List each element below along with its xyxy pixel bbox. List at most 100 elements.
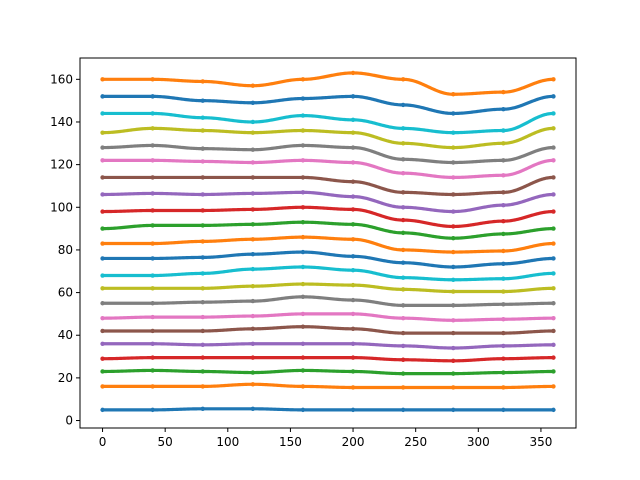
data-point bbox=[100, 384, 105, 389]
data-point bbox=[200, 369, 205, 374]
data-point bbox=[200, 342, 205, 348]
data-point bbox=[350, 369, 356, 374]
data-point bbox=[150, 256, 155, 261]
data-point bbox=[250, 100, 256, 105]
data-point bbox=[250, 283, 256, 289]
data-point bbox=[551, 126, 556, 131]
data-point bbox=[250, 160, 256, 165]
data-point bbox=[150, 77, 155, 82]
data-point bbox=[300, 355, 306, 360]
data-point bbox=[551, 301, 556, 306]
data-point bbox=[150, 314, 155, 320]
data-point bbox=[200, 223, 205, 228]
data-point bbox=[250, 191, 256, 196]
data-point bbox=[100, 341, 105, 346]
series-line bbox=[100, 175, 556, 197]
data-point bbox=[451, 303, 456, 308]
series-8 bbox=[100, 294, 556, 308]
data-point bbox=[250, 251, 256, 257]
data-point bbox=[150, 328, 155, 334]
series-line bbox=[100, 342, 556, 350]
data-point bbox=[200, 286, 205, 291]
data-point bbox=[150, 191, 155, 196]
data-point bbox=[400, 303, 406, 308]
x-tick-label: 50 bbox=[158, 435, 173, 449]
data-point bbox=[451, 192, 456, 197]
data-point bbox=[451, 345, 456, 351]
x-tick-label: 350 bbox=[529, 435, 552, 449]
data-point bbox=[501, 202, 506, 208]
data-point bbox=[551, 145, 556, 150]
data-point bbox=[551, 384, 556, 389]
data-point bbox=[451, 407, 456, 413]
data-point bbox=[100, 111, 105, 116]
series-6 bbox=[100, 324, 556, 336]
data-point bbox=[400, 230, 406, 236]
series-line bbox=[100, 382, 556, 390]
x-tick-label: 150 bbox=[279, 435, 302, 449]
data-point bbox=[300, 341, 306, 346]
data-point bbox=[150, 143, 155, 148]
series-line bbox=[100, 368, 556, 376]
series-line bbox=[100, 220, 556, 240]
data-point bbox=[400, 315, 406, 321]
data-point bbox=[451, 160, 456, 165]
data-point bbox=[100, 301, 105, 306]
data-point bbox=[400, 157, 406, 162]
data-point bbox=[100, 286, 105, 291]
data-point bbox=[400, 77, 406, 82]
data-point bbox=[300, 128, 306, 133]
data-point bbox=[400, 343, 406, 349]
data-point bbox=[200, 384, 205, 389]
series-15 bbox=[100, 190, 556, 214]
data-point bbox=[501, 370, 506, 375]
data-point bbox=[350, 117, 356, 123]
data-point bbox=[400, 260, 406, 265]
data-point bbox=[451, 264, 456, 270]
data-point bbox=[551, 175, 556, 180]
series-line bbox=[100, 356, 556, 363]
data-point bbox=[150, 158, 155, 163]
data-point bbox=[551, 271, 556, 276]
data-point bbox=[150, 286, 155, 291]
data-point bbox=[451, 224, 456, 229]
series-line bbox=[100, 407, 556, 412]
data-point bbox=[451, 289, 456, 294]
data-point bbox=[551, 355, 556, 360]
data-point bbox=[300, 234, 306, 240]
series-14 bbox=[100, 205, 556, 229]
data-point bbox=[200, 271, 205, 276]
data-point bbox=[501, 218, 506, 224]
data-point bbox=[551, 342, 556, 348]
data-point bbox=[300, 384, 306, 389]
data-point bbox=[551, 315, 556, 321]
data-point bbox=[300, 220, 306, 225]
data-point bbox=[350, 160, 356, 165]
data-point bbox=[300, 190, 306, 195]
series-line bbox=[100, 71, 556, 96]
data-point bbox=[150, 175, 155, 180]
series-line bbox=[100, 312, 556, 322]
data-point bbox=[100, 209, 105, 214]
data-point bbox=[350, 237, 356, 242]
data-point bbox=[350, 407, 356, 413]
y-tick-label: 20 bbox=[58, 371, 73, 385]
data-point bbox=[100, 175, 105, 180]
series-4 bbox=[100, 355, 556, 364]
data-point bbox=[350, 326, 356, 332]
x-tick-label: 300 bbox=[467, 435, 490, 449]
data-point bbox=[501, 289, 506, 294]
data-point bbox=[250, 222, 256, 227]
series-5 bbox=[100, 341, 556, 351]
data-point bbox=[551, 94, 556, 99]
data-point bbox=[451, 277, 456, 282]
data-point bbox=[451, 358, 456, 364]
data-point bbox=[451, 249, 456, 255]
data-point bbox=[150, 341, 155, 346]
data-point bbox=[400, 287, 406, 292]
data-point bbox=[200, 98, 205, 103]
data-point bbox=[100, 356, 105, 361]
data-point bbox=[501, 261, 506, 266]
data-point bbox=[451, 385, 456, 390]
data-point bbox=[551, 77, 556, 82]
